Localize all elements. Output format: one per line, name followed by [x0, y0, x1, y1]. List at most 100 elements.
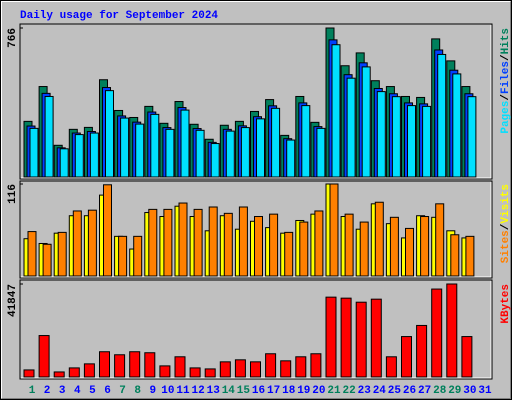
x-tick-label: 26: [403, 385, 416, 397]
bar: [316, 127, 326, 178]
legend: KBytes: [500, 284, 512, 324]
bar: [461, 336, 473, 378]
bar: [340, 297, 352, 378]
bar: [103, 184, 112, 277]
bar: [446, 283, 458, 378]
bar: [133, 235, 143, 277]
bar: [87, 209, 97, 277]
bar: [120, 117, 130, 178]
x-tick-label: 2: [44, 385, 51, 397]
legend-separator: /: [500, 94, 512, 101]
x-tick-label: 10: [161, 385, 174, 397]
bar: [53, 371, 65, 378]
bar: [189, 367, 201, 378]
y-tick-label: 41847: [7, 284, 19, 317]
bar: [299, 221, 309, 277]
bar: [72, 210, 82, 277]
bar: [467, 96, 477, 178]
bar: [431, 288, 443, 378]
legend: Pages/Files/Hits: [500, 28, 512, 134]
bar: [23, 369, 35, 378]
bar: [265, 353, 277, 378]
x-tick-label: 3: [59, 385, 66, 397]
legend-entry: KBytes: [500, 284, 512, 324]
x-tick-label: 25: [388, 385, 402, 397]
bar: [361, 66, 371, 178]
x-tick-label: 12: [191, 385, 204, 397]
bar: [271, 107, 281, 178]
bar: [210, 143, 220, 178]
x-tick-label: 29: [448, 385, 461, 397]
x-tick-label: 16: [252, 385, 265, 397]
bar: [42, 243, 52, 277]
legend-entry: Hits: [500, 28, 512, 54]
x-tick-label: 20: [312, 385, 325, 397]
bar: [118, 235, 128, 277]
x-tick-label: 1: [29, 385, 36, 397]
bar: [269, 213, 279, 277]
bar: [391, 96, 401, 178]
x-tick-label: 21: [327, 385, 341, 397]
x-tick-label: 28: [433, 385, 447, 397]
bar: [256, 118, 265, 178]
bar: [238, 206, 248, 277]
bar: [286, 139, 296, 178]
x-tick-label: 22: [342, 385, 355, 397]
bar: [165, 128, 175, 178]
bar: [174, 356, 186, 378]
bar: [204, 368, 216, 378]
bar: [450, 234, 460, 277]
bar: [435, 203, 445, 277]
x-tick-label: 5: [89, 385, 96, 397]
bar: [57, 231, 67, 277]
x-tick-label: 18: [282, 385, 296, 397]
chart-title: Daily usage for September 2024: [20, 10, 218, 22]
x-tick-label: 30: [463, 385, 476, 397]
bar: [314, 210, 324, 277]
bar: [355, 301, 367, 378]
bar: [129, 351, 141, 378]
bar: [29, 127, 39, 178]
bar: [284, 231, 294, 277]
bar: [401, 336, 412, 378]
legend: Sites/Visits: [500, 184, 512, 263]
bar: [27, 231, 37, 277]
legend-entry: Visits: [500, 184, 512, 224]
bar: [310, 353, 322, 378]
bar: [407, 105, 416, 178]
legend-separator: /: [500, 54, 512, 61]
legend-entry: Files: [500, 61, 512, 94]
x-tick-label: 19: [297, 385, 310, 397]
bar: [346, 77, 356, 178]
bar: [405, 227, 414, 277]
bar: [83, 363, 95, 378]
bar: [74, 134, 84, 178]
bar: [193, 208, 203, 277]
bar: [254, 216, 263, 277]
bar: [240, 127, 250, 178]
bar: [135, 123, 145, 178]
bar: [89, 132, 99, 178]
bar: [370, 298, 382, 378]
bar: [465, 235, 475, 277]
bar: [325, 296, 337, 378]
bar: [178, 202, 188, 277]
bar: [389, 216, 399, 277]
bar: [416, 324, 428, 378]
bar: [329, 183, 339, 277]
bar: [150, 113, 160, 178]
x-tick-label: 23: [358, 385, 372, 397]
bar: [452, 73, 462, 178]
x-tick-label: 27: [418, 385, 431, 397]
bar: [234, 359, 246, 378]
bar: [59, 148, 69, 178]
bar: [148, 208, 158, 277]
bar: [344, 213, 354, 277]
x-tick-label: 13: [207, 385, 221, 397]
bar: [385, 356, 397, 378]
bar: [99, 351, 110, 378]
plot-bevel: [21, 25, 492, 179]
y-tick-label: 116: [7, 184, 19, 204]
